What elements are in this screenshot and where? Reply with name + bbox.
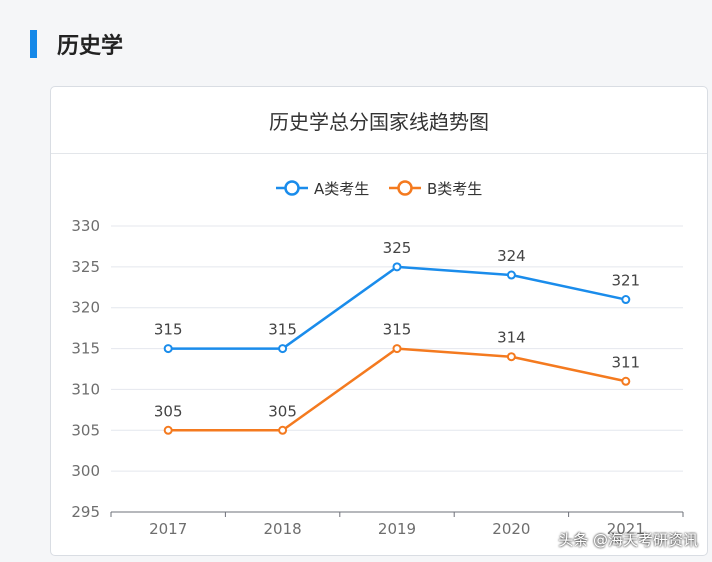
data-label: 311 (611, 353, 640, 371)
x-tick-label: 2017 (149, 520, 187, 538)
data-point (506, 270, 516, 280)
chart-card: 历史学总分国家线趋势图 (50, 86, 708, 556)
y-tick-label: 325 (71, 258, 100, 276)
data-label: 315 (268, 321, 297, 339)
data-point (506, 352, 516, 362)
y-tick-label: 305 (71, 421, 100, 439)
section-header: 历史学 (30, 28, 123, 60)
watermark: 头条 @海天考研资讯 (558, 531, 698, 549)
data-point (163, 425, 173, 435)
y-tick-label: 330 (71, 217, 100, 235)
data-label: 324 (497, 247, 526, 265)
data-point (621, 295, 631, 305)
section-title: 历史学 (57, 34, 124, 59)
data-label: 305 (154, 402, 183, 420)
data-point (278, 425, 288, 435)
data-label: 315 (154, 321, 183, 339)
legend-marker (397, 180, 413, 196)
y-tick-label: 320 (71, 299, 100, 317)
section-accent-bar (30, 30, 37, 58)
legend-marker (284, 180, 300, 196)
x-tick-label: 2021 (607, 520, 645, 538)
data-label: 321 (611, 272, 640, 290)
y-tick-label: 310 (71, 380, 100, 398)
chart-title-row: 历史学总分国家线趋势图 (51, 87, 707, 154)
data-label: 325 (383, 239, 412, 257)
data-point (621, 376, 631, 386)
y-tick-label: 300 (71, 462, 100, 480)
y-tick-label: 315 (71, 340, 100, 358)
legend-label: A类考生 (314, 180, 369, 198)
x-tick-label: 2020 (492, 520, 530, 538)
data-point (163, 344, 173, 354)
x-tick-label: 2019 (378, 520, 416, 538)
data-label: 315 (383, 321, 412, 339)
data-point (392, 344, 402, 354)
legend-label: B类考生 (427, 180, 482, 198)
data-label: 314 (497, 329, 526, 347)
y-tick-label: 295 (71, 503, 100, 521)
data-point (392, 262, 402, 272)
x-tick-label: 2018 (264, 520, 302, 538)
data-label: 305 (268, 402, 297, 420)
chart-title: 历史学总分国家线趋势图 (269, 109, 489, 134)
data-point (278, 344, 288, 354)
